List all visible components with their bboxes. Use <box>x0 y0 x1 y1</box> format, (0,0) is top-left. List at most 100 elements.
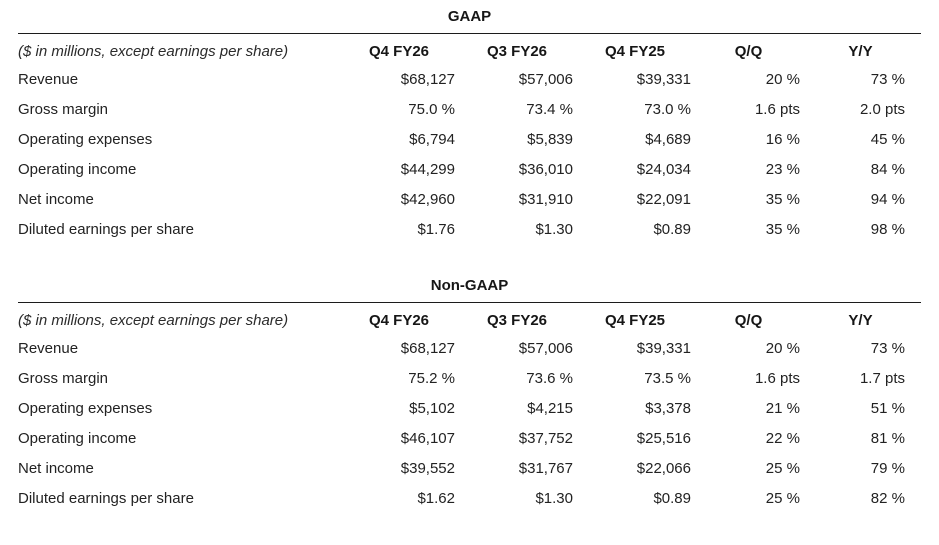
table-row: Diluted earnings per share $1.76 $1.30 $0.8… <box>18 215 921 245</box>
cell-value: $22,091 <box>636 191 691 208</box>
non-gaap-section: Non-GAAP ($ in millions, except earnings… <box>18 276 921 514</box>
cell-value: 73 % <box>870 71 905 88</box>
cell-value: $39,331 <box>636 340 691 357</box>
column-header-q3fy26: Q3 FY26 <box>486 312 548 329</box>
table-row: Net income $42,960 $31,910 $22,091 35 % 94 % <box>18 185 921 215</box>
cell-value: 1.7 pts <box>859 370 905 387</box>
cell-value: 35 % <box>765 221 800 238</box>
cell-value: $42,960 <box>400 191 455 208</box>
cell-value: $25,516 <box>636 430 691 447</box>
cell-value: $31,767 <box>518 460 573 477</box>
column-header-q4fy25: Q4 FY25 <box>604 312 666 329</box>
row-label: Operating income <box>18 161 137 178</box>
cell-value: $1.30 <box>535 490 573 507</box>
table-row: Diluted earnings per share $1.62 $1.30 $0.8… <box>18 484 921 514</box>
table-title-non-gaap: Non-GAAP <box>18 276 921 303</box>
cell-value: $39,552 <box>400 460 455 477</box>
table-row: Revenue $68,127 $57,006 $39,331 20 % 73 % <box>18 65 921 95</box>
cell-value: 51 % <box>870 400 905 417</box>
header-row: ($ in millions, except earnings per shar… <box>18 303 921 334</box>
row-label: Diluted earnings per share <box>18 221 194 238</box>
cell-value: 75.0 % <box>408 101 455 118</box>
cell-value: 75.2 % <box>408 370 455 387</box>
cell-value: 98 % <box>870 221 905 238</box>
cell-value: $39,331 <box>636 71 691 88</box>
cell-value: 73.4 % <box>526 101 573 118</box>
gaap-section: GAAP ($ in millions, except earnings per… <box>18 7 921 245</box>
row-label: Gross margin <box>18 101 109 118</box>
column-header-q4fy25: Q4 FY25 <box>604 43 666 60</box>
cell-value: $57,006 <box>518 71 573 88</box>
table-row: Gross margin 75.2 % 73.6 % 73.5 % 1.6 pts 1.7… <box>18 364 921 394</box>
column-header-q4fy26: Q4 FY26 <box>368 43 430 60</box>
table-row: Operating expenses $6,794 $5,839 $4,689 16 %… <box>18 125 921 155</box>
cell-value: $44,299 <box>400 161 455 178</box>
non-gaap-table: ($ in millions, except earnings per shar… <box>18 303 921 514</box>
column-header-yy: Y/Y <box>848 312 873 329</box>
cell-value: $37,752 <box>518 430 573 447</box>
cell-value: $68,127 <box>400 340 455 357</box>
cell-value: 21 % <box>765 400 800 417</box>
cell-value: $3,378 <box>645 400 691 417</box>
table-row: Operating expenses $5,102 $4,215 $3,378 21 %… <box>18 394 921 424</box>
cell-value: 94 % <box>870 191 905 208</box>
non-gaap-table-header: ($ in millions, except earnings per shar… <box>18 303 921 334</box>
cell-value: 25 % <box>765 460 800 477</box>
cell-value: $68,127 <box>400 71 455 88</box>
cell-value: 1.6 pts <box>754 101 800 118</box>
cell-value: $1.62 <box>417 490 455 507</box>
cell-value: 73.6 % <box>526 370 573 387</box>
column-header-q3fy26: Q3 FY26 <box>486 43 548 60</box>
cell-value: $0.89 <box>653 221 691 238</box>
header-row: ($ in millions, except earnings per shar… <box>18 34 921 65</box>
cell-value: $31,910 <box>518 191 573 208</box>
cell-value: $1.30 <box>535 221 573 238</box>
cell-value: $6,794 <box>409 131 455 148</box>
table-row: Gross margin 75.0 % 73.4 % 73.0 % 1.6 pts 2.0… <box>18 95 921 125</box>
cell-value: $46,107 <box>400 430 455 447</box>
non-gaap-table-body: Revenue $68,127 $57,006 $39,331 20 % 73 % Gros… <box>18 334 921 514</box>
cell-value: 45 % <box>870 131 905 148</box>
cell-value: 20 % <box>765 71 800 88</box>
cell-value: 73.0 % <box>644 101 691 118</box>
cell-value: 2.0 pts <box>859 101 905 118</box>
row-label: Revenue <box>18 340 79 357</box>
table-row: Revenue $68,127 $57,006 $39,331 20 % 73 % <box>18 334 921 364</box>
row-label: Operating expenses <box>18 400 153 417</box>
cell-value: 81 % <box>870 430 905 447</box>
cell-value: $4,215 <box>527 400 573 417</box>
cell-value: $22,066 <box>636 460 691 477</box>
cell-value: 79 % <box>870 460 905 477</box>
cell-value: 25 % <box>765 490 800 507</box>
column-header-qq: Q/Q <box>734 312 763 329</box>
cell-value: 23 % <box>765 161 800 178</box>
cell-value: 73.5 % <box>644 370 691 387</box>
gaap-table-header: ($ in millions, except earnings per shar… <box>18 34 921 65</box>
cell-value: $5,102 <box>409 400 455 417</box>
gaap-table-body: Revenue $68,127 $57,006 $39,331 20 % 73 % Gros… <box>18 65 921 245</box>
column-header-q4fy26: Q4 FY26 <box>368 312 430 329</box>
row-label: Gross margin <box>18 370 109 387</box>
cell-value: $57,006 <box>518 340 573 357</box>
cell-value: 84 % <box>870 161 905 178</box>
table-row: Net income $39,552 $31,767 $22,066 25 % 79 % <box>18 454 921 484</box>
cell-value: 1.6 pts <box>754 370 800 387</box>
unit-note: ($ in millions, except earnings per shar… <box>18 43 289 60</box>
row-label: Operating income <box>18 430 137 447</box>
column-header-yy: Y/Y <box>848 43 873 60</box>
table-row: Operating income $46,107 $37,752 $25,516 22 … <box>18 424 921 454</box>
cell-value: 16 % <box>765 131 800 148</box>
cell-value: $24,034 <box>636 161 691 178</box>
cell-value: 82 % <box>870 490 905 507</box>
cell-value: 35 % <box>765 191 800 208</box>
cell-value: $5,839 <box>527 131 573 148</box>
cell-value: $1.76 <box>417 221 455 238</box>
row-label: Net income <box>18 460 94 477</box>
cell-value: 22 % <box>765 430 800 447</box>
row-label: Net income <box>18 191 94 208</box>
cell-value: $4,689 <box>645 131 691 148</box>
cell-value: $36,010 <box>518 161 573 178</box>
table-row: Operating income $44,299 $36,010 $24,034 23 … <box>18 155 921 185</box>
cell-value: $0.89 <box>653 490 691 507</box>
